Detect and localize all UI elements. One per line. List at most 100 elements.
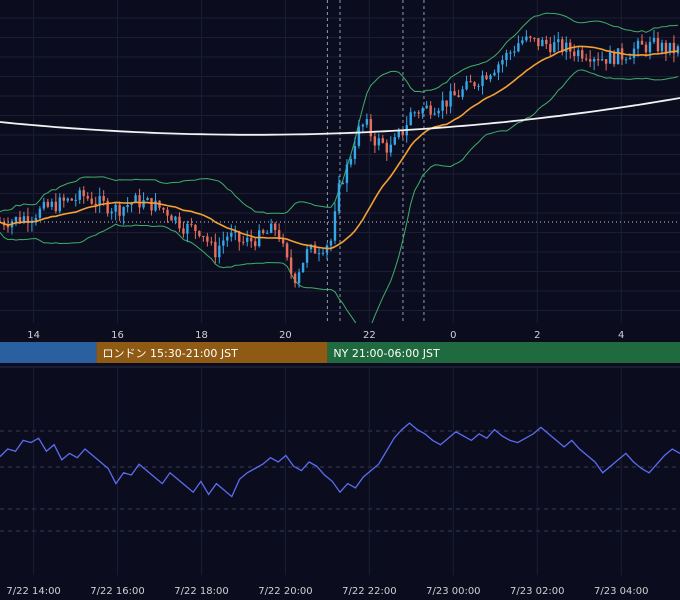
candle-body	[261, 230, 265, 234]
candle-body	[604, 59, 608, 64]
long-moving-average-line	[0, 97, 680, 136]
candle-body	[6, 225, 10, 228]
candle-body	[162, 207, 165, 210]
candle-body	[632, 48, 636, 58]
candle-body	[389, 144, 392, 153]
candle-body	[50, 201, 54, 207]
candle-body	[608, 51, 612, 64]
candle-body	[628, 57, 632, 60]
candle-body	[242, 241, 245, 243]
moving-average-line	[0, 45, 679, 250]
candle-body	[417, 112, 420, 114]
candle-body	[636, 40, 640, 49]
oscillator-x-axis-ticks: 7/22 14:00 7/22 16:00 7/22 18:00 7/22 20:00…	[6, 586, 648, 597]
candle-body	[230, 232, 233, 237]
candle-body	[126, 205, 129, 208]
candle-body	[14, 217, 18, 222]
session-block	[327, 342, 680, 363]
candle-body	[194, 224, 197, 232]
candle-body	[174, 216, 177, 221]
candle-body	[513, 51, 516, 53]
candle-body	[616, 48, 620, 65]
candle-body	[182, 228, 185, 234]
price-x-tick-label: 14	[27, 330, 40, 341]
candle-body	[297, 272, 301, 284]
candle-body	[521, 40, 524, 44]
candle-body	[652, 38, 656, 42]
candle-body	[218, 245, 221, 258]
candle-body	[333, 211, 337, 241]
oscillator-x-tick-label: 7/23 02:00	[510, 586, 564, 597]
candle-body	[644, 44, 648, 53]
candle-body	[612, 51, 616, 65]
candle-body	[489, 75, 492, 80]
candle-body	[114, 204, 117, 212]
candle-body	[485, 75, 488, 80]
bollinger-lower	[0, 69, 679, 333]
price-x-tick-label: 0	[450, 330, 456, 341]
candle-body	[401, 131, 404, 136]
candle-body	[672, 42, 676, 54]
candle-body	[537, 38, 540, 47]
price-x-tick-label: 18	[195, 330, 208, 341]
oscillator-x-tick-label: 7/22 18:00	[174, 586, 228, 597]
candle-body	[321, 252, 325, 254]
candle-body	[94, 203, 97, 206]
candle-body	[553, 42, 556, 53]
session-label: ロンドン 15:30-21:00 JST	[103, 347, 239, 360]
price-x-tick-label: 4	[618, 330, 624, 341]
candle-body	[413, 112, 416, 114]
candle-body	[397, 131, 400, 138]
moving-average-lines	[0, 45, 680, 250]
candle-body	[130, 202, 133, 206]
candle-body	[580, 50, 584, 59]
price-axis-strip	[0, 323, 680, 341]
candle-body	[501, 59, 504, 65]
candle-body	[289, 257, 293, 274]
candle-body	[409, 112, 412, 126]
candle-body	[301, 262, 305, 273]
candle-body	[38, 208, 42, 218]
candle-body	[365, 119, 369, 125]
oscillator-x-tick-label: 7/22 16:00	[90, 586, 144, 597]
candle-body	[429, 105, 432, 115]
candle-body	[309, 244, 313, 250]
candle-body	[313, 244, 317, 254]
candle-body	[102, 196, 105, 201]
oscillator-x-tick-label: 7/22 20:00	[258, 586, 312, 597]
candle-body	[449, 91, 452, 107]
candlestick-series	[0, 29, 680, 288]
oscillator-grid	[0, 368, 680, 575]
candle-body	[557, 39, 560, 43]
candle-body	[545, 39, 548, 45]
candle-body	[305, 249, 309, 263]
candle-body	[265, 232, 269, 234]
candle-body	[433, 113, 436, 115]
candle-body	[206, 236, 209, 242]
candle-body	[222, 240, 225, 246]
candle-body	[281, 239, 285, 244]
candle-body	[565, 42, 568, 52]
candle-body	[70, 198, 73, 201]
price-x-tick-label: 20	[279, 330, 292, 341]
candle-body	[577, 50, 580, 57]
candle-body	[596, 58, 600, 61]
oscillator-x-tick-label: 7/22 22:00	[342, 586, 396, 597]
candle-body	[154, 200, 157, 211]
candle-body	[226, 236, 229, 241]
candle-body	[198, 231, 201, 236]
candle-body	[421, 108, 424, 114]
candle-body	[142, 200, 145, 208]
oscillator-x-tick-label: 7/23 04:00	[594, 586, 648, 597]
candle-body	[509, 52, 512, 54]
candle-body	[353, 145, 357, 159]
oscillator-series	[0, 422, 680, 498]
candle-body	[214, 241, 217, 258]
candle-body	[453, 91, 456, 96]
candle-body	[648, 41, 652, 53]
candle-body	[134, 195, 137, 203]
candle-body	[668, 42, 672, 53]
price-x-tick-label: 22	[363, 330, 376, 341]
candle-body	[588, 59, 592, 62]
